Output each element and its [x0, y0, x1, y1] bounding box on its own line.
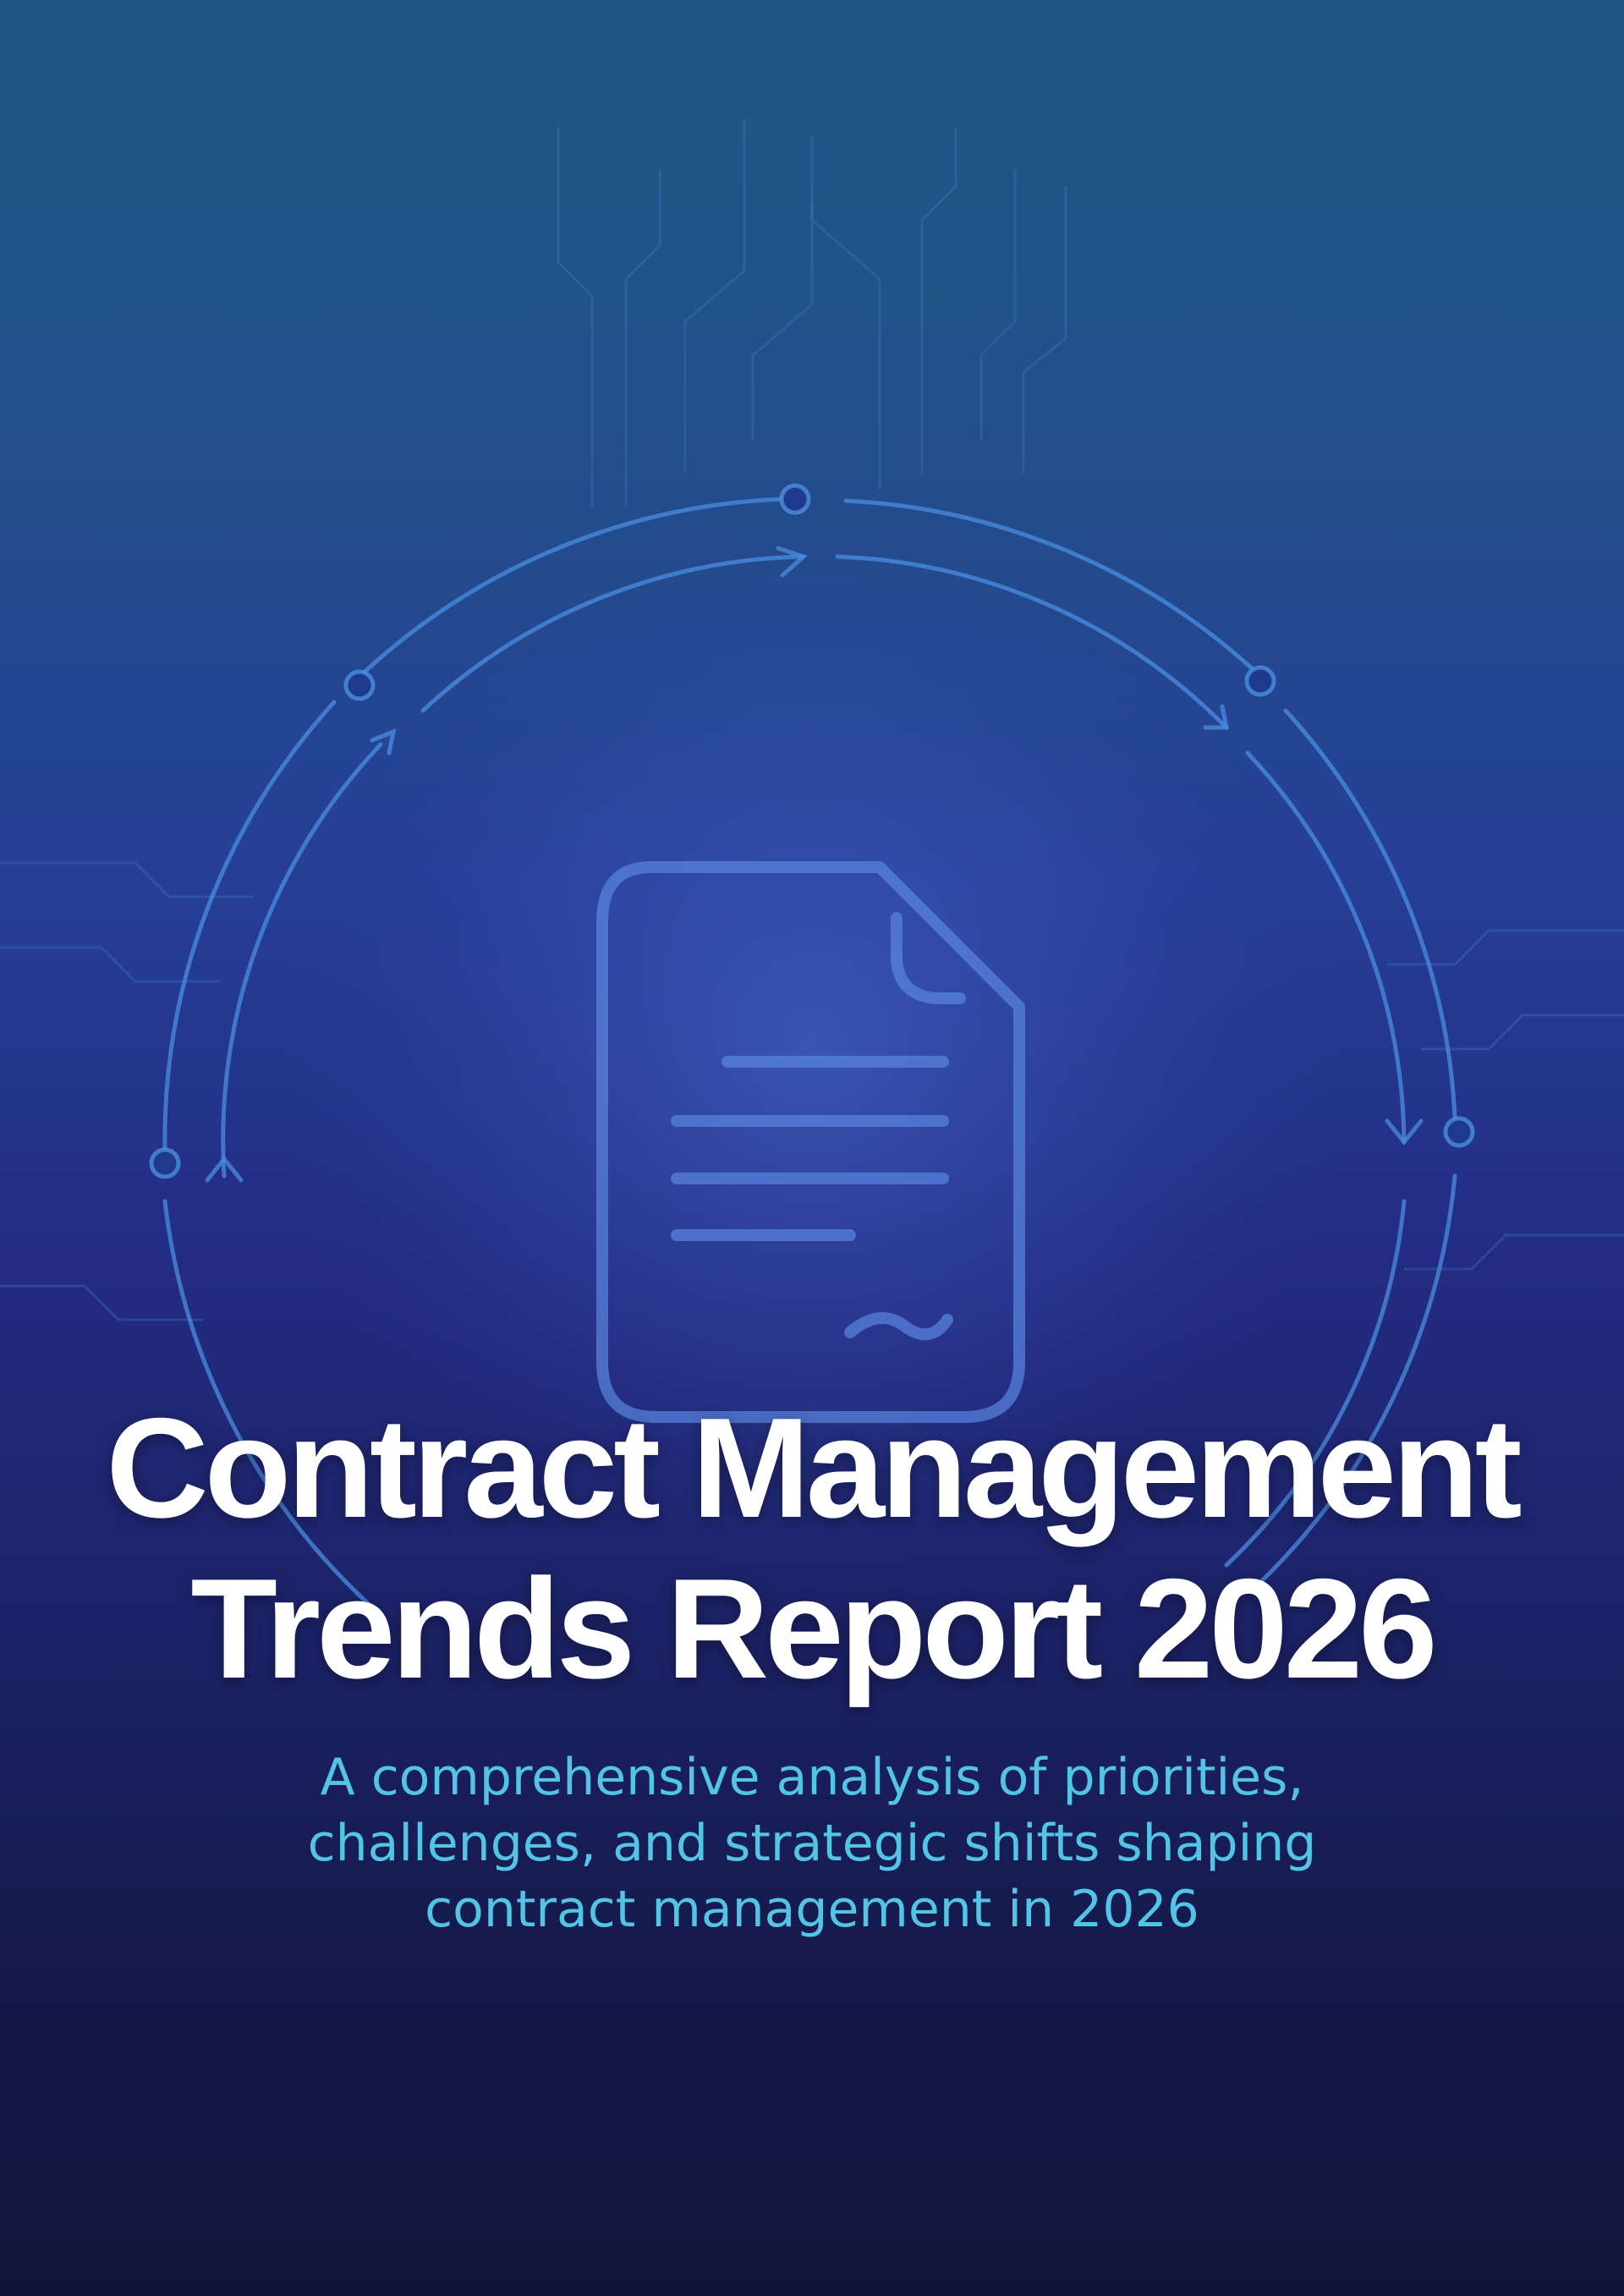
document-icon	[596, 861, 1025, 1423]
ring-nodes	[149, 483, 1475, 1179]
subtitle-line: contract management in 2026	[425, 1880, 1199, 1939]
circuit-lines	[0, 118, 1624, 1321]
cover-subtitle: A comprehensive analysis of priorities, …	[0, 1744, 1624, 1942]
title-line: Trends Report 2026	[190, 1549, 1437, 1708]
subtitle-line: challenges, and strategic shifts shaping	[307, 1814, 1317, 1873]
subtitle-line: A comprehensive analysis of priorities,	[320, 1748, 1304, 1807]
cycle-ring	[162, 497, 1457, 1610]
title-line: Contract Management	[106, 1388, 1522, 1547]
cover-title: Contract Management Trends Report 2026	[0, 1387, 1624, 1709]
glow	[271, 575, 1353, 1624]
